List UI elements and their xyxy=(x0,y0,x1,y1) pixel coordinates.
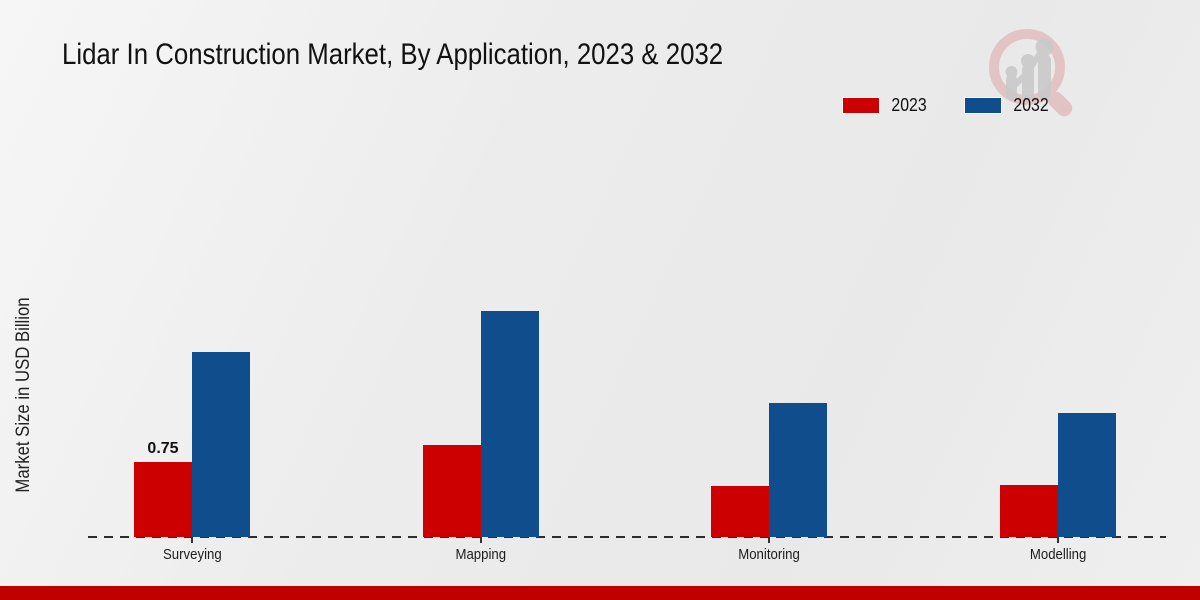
bar-2032-modelling xyxy=(1058,413,1116,537)
legend-swatch-2032 xyxy=(965,98,1002,113)
x-axis-tick xyxy=(1057,537,1059,543)
x-axis-label-modelling: Modelling xyxy=(1029,546,1087,563)
x-axis-label-monitoring: Monitoring xyxy=(738,546,800,563)
x-axis-label-mapping: Mapping xyxy=(455,546,507,563)
legend-swatch-2023 xyxy=(843,98,879,113)
bar-2023-monitoring xyxy=(711,486,769,537)
chart-title-text: Lidar In Construction Market, By Applica… xyxy=(62,38,724,71)
footer-accent-bar xyxy=(0,586,1200,600)
bar-2023-modelling xyxy=(1000,485,1058,537)
legend-label-2023: 2023 xyxy=(891,95,927,115)
chart-legend: 2023 2032 xyxy=(843,95,1051,116)
chart-magnifier-logo-icon xyxy=(989,29,1073,117)
x-axis-tick xyxy=(768,537,770,543)
bar-2023-mapping xyxy=(423,445,481,537)
bar-2032-mapping xyxy=(481,311,539,537)
legend-label-2032: 2032 xyxy=(1013,95,1049,115)
bar-value-label: 0.75 xyxy=(147,440,179,457)
legend-item-2023: 2023 xyxy=(843,95,929,116)
x-axis-label-surveying: Surveying xyxy=(162,546,222,563)
x-axis-tick xyxy=(480,537,482,543)
legend-item-2032: 2032 xyxy=(965,95,1051,116)
x-axis-baseline xyxy=(88,536,1166,538)
x-axis-tick xyxy=(191,537,193,543)
bar-2023-surveying xyxy=(134,462,192,537)
chart-title: Lidar In Construction Market, By Applica… xyxy=(62,38,831,72)
bar-2032-monitoring xyxy=(769,403,827,537)
bar-2032-surveying xyxy=(192,352,250,537)
y-axis-label-text: Market Size in USD Billion xyxy=(13,297,34,493)
y-axis-label: Market Size in USD Billion xyxy=(13,284,35,506)
